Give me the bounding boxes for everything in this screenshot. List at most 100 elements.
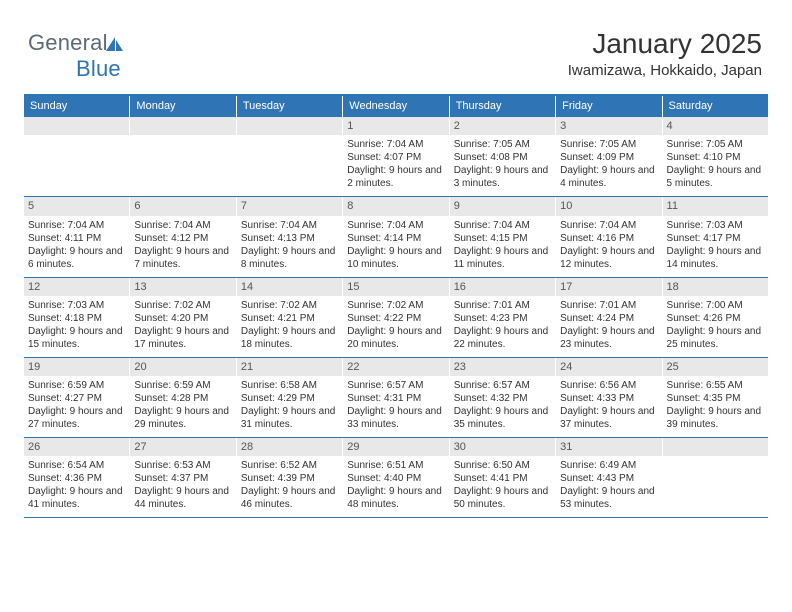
sunset-text: Sunset: 4:18 PM [28,312,125,325]
day-number: 27 [130,438,235,456]
logo: General Blue [28,30,125,82]
calendar-day-cell: 24Sunrise: 6:56 AMSunset: 4:33 PMDayligh… [556,358,662,437]
sunrise-text: Sunrise: 7:03 AM [667,219,764,232]
daylight-text: Daylight: 9 hours and 31 minutes. [241,405,338,431]
sunrise-text: Sunrise: 7:03 AM [28,299,125,312]
day-number [237,117,342,135]
sunset-text: Sunset: 4:26 PM [667,312,764,325]
day-number: 13 [130,278,235,296]
daylight-text: Daylight: 9 hours and 50 minutes. [454,485,551,511]
day-header: Saturday [663,96,768,117]
day-number: 4 [663,117,768,135]
calendar-day-cell: 29Sunrise: 6:51 AMSunset: 4:40 PMDayligh… [343,438,449,517]
daylight-text: Daylight: 9 hours and 33 minutes. [347,405,444,431]
calendar-day-cell: 13Sunrise: 7:02 AMSunset: 4:20 PMDayligh… [130,278,236,357]
sunrise-text: Sunrise: 6:58 AM [241,379,338,392]
calendar-day-cell: 26Sunrise: 6:54 AMSunset: 4:36 PMDayligh… [24,438,130,517]
calendar-day-cell: 3Sunrise: 7:05 AMSunset: 4:09 PMDaylight… [556,117,662,196]
sunset-text: Sunset: 4:11 PM [28,232,125,245]
sunset-text: Sunset: 4:28 PM [134,392,231,405]
calendar-day-cell: 10Sunrise: 7:04 AMSunset: 4:16 PMDayligh… [556,197,662,276]
daylight-text: Daylight: 9 hours and 7 minutes. [134,245,231,271]
day-number: 15 [343,278,448,296]
sunset-text: Sunset: 4:17 PM [667,232,764,245]
day-number: 31 [556,438,661,456]
day-number: 30 [450,438,555,456]
sunrise-text: Sunrise: 6:51 AM [347,459,444,472]
sunrise-text: Sunrise: 7:02 AM [347,299,444,312]
daylight-text: Daylight: 9 hours and 5 minutes. [667,164,764,190]
day-number: 29 [343,438,448,456]
sunset-text: Sunset: 4:13 PM [241,232,338,245]
sunrise-text: Sunrise: 7:04 AM [28,219,125,232]
day-number: 3 [556,117,661,135]
day-number: 28 [237,438,342,456]
location-subtitle: Iwamizawa, Hokkaido, Japan [568,62,762,79]
calendar-day-cell: 9Sunrise: 7:04 AMSunset: 4:15 PMDaylight… [450,197,556,276]
calendar-day-cell [24,117,130,196]
daylight-text: Daylight: 9 hours and 29 minutes. [134,405,231,431]
day-number: 7 [237,197,342,215]
calendar-day-cell: 11Sunrise: 7:03 AMSunset: 4:17 PMDayligh… [663,197,768,276]
calendar-week-row: 5Sunrise: 7:04 AMSunset: 4:11 PMDaylight… [24,197,768,277]
daylight-text: Daylight: 9 hours and 41 minutes. [28,485,125,511]
calendar-day-cell: 16Sunrise: 7:01 AMSunset: 4:23 PMDayligh… [450,278,556,357]
calendar-day-cell: 21Sunrise: 6:58 AMSunset: 4:29 PMDayligh… [237,358,343,437]
daylight-text: Daylight: 9 hours and 48 minutes. [347,485,444,511]
day-header: Monday [130,96,236,117]
sunrise-text: Sunrise: 6:50 AM [454,459,551,472]
daylight-text: Daylight: 9 hours and 3 minutes. [454,164,551,190]
sunrise-text: Sunrise: 6:59 AM [28,379,125,392]
sunrise-text: Sunrise: 6:56 AM [560,379,657,392]
page-title: January 2025 [592,28,762,60]
day-number: 1 [343,117,448,135]
sunrise-text: Sunrise: 7:04 AM [347,219,444,232]
day-number: 21 [237,358,342,376]
sunset-text: Sunset: 4:35 PM [667,392,764,405]
sunset-text: Sunset: 4:22 PM [347,312,444,325]
calendar-day-cell: 5Sunrise: 7:04 AMSunset: 4:11 PMDaylight… [24,197,130,276]
daylight-text: Daylight: 9 hours and 46 minutes. [241,485,338,511]
sunrise-text: Sunrise: 6:53 AM [134,459,231,472]
calendar-day-cell: 23Sunrise: 6:57 AMSunset: 4:32 PMDayligh… [450,358,556,437]
day-number: 17 [556,278,661,296]
sunset-text: Sunset: 4:27 PM [28,392,125,405]
daylight-text: Daylight: 9 hours and 35 minutes. [454,405,551,431]
day-number: 26 [24,438,129,456]
calendar-week-row: 1Sunrise: 7:04 AMSunset: 4:07 PMDaylight… [24,117,768,197]
sunset-text: Sunset: 4:32 PM [454,392,551,405]
day-number: 12 [24,278,129,296]
day-number [24,117,129,135]
calendar-day-cell: 15Sunrise: 7:02 AMSunset: 4:22 PMDayligh… [343,278,449,357]
calendar-day-cell: 17Sunrise: 7:01 AMSunset: 4:24 PMDayligh… [556,278,662,357]
day-header: Sunday [24,96,130,117]
day-header: Wednesday [343,96,449,117]
calendar-week-row: 12Sunrise: 7:03 AMSunset: 4:18 PMDayligh… [24,278,768,358]
sunset-text: Sunset: 4:15 PM [454,232,551,245]
day-number: 11 [663,197,768,215]
sunrise-text: Sunrise: 6:52 AM [241,459,338,472]
calendar-day-cell: 20Sunrise: 6:59 AMSunset: 4:28 PMDayligh… [130,358,236,437]
sunrise-text: Sunrise: 7:02 AM [134,299,231,312]
calendar-day-cell: 25Sunrise: 6:55 AMSunset: 4:35 PMDayligh… [663,358,768,437]
daylight-text: Daylight: 9 hours and 2 minutes. [347,164,444,190]
sunrise-text: Sunrise: 7:04 AM [134,219,231,232]
sunset-text: Sunset: 4:20 PM [134,312,231,325]
day-number: 20 [130,358,235,376]
day-number: 24 [556,358,661,376]
calendar-day-cell: 8Sunrise: 7:04 AMSunset: 4:14 PMDaylight… [343,197,449,276]
sunset-text: Sunset: 4:41 PM [454,472,551,485]
calendar-day-cell: 4Sunrise: 7:05 AMSunset: 4:10 PMDaylight… [663,117,768,196]
daylight-text: Daylight: 9 hours and 6 minutes. [28,245,125,271]
day-number: 8 [343,197,448,215]
calendar-day-cell: 14Sunrise: 7:02 AMSunset: 4:21 PMDayligh… [237,278,343,357]
day-number: 25 [663,358,768,376]
calendar-day-cell: 1Sunrise: 7:04 AMSunset: 4:07 PMDaylight… [343,117,449,196]
day-number: 18 [663,278,768,296]
sunset-text: Sunset: 4:12 PM [134,232,231,245]
calendar-day-cell: 28Sunrise: 6:52 AMSunset: 4:39 PMDayligh… [237,438,343,517]
sunrise-text: Sunrise: 7:01 AM [560,299,657,312]
calendar-day-cell: 30 Sunrise: 6:50 AMSunset: 4:41 PMDayligh… [450,438,556,517]
daylight-text: Daylight: 9 hours and 10 minutes. [347,245,444,271]
calendar-day-cell: 7Sunrise: 7:04 AMSunset: 4:13 PMDaylight… [237,197,343,276]
